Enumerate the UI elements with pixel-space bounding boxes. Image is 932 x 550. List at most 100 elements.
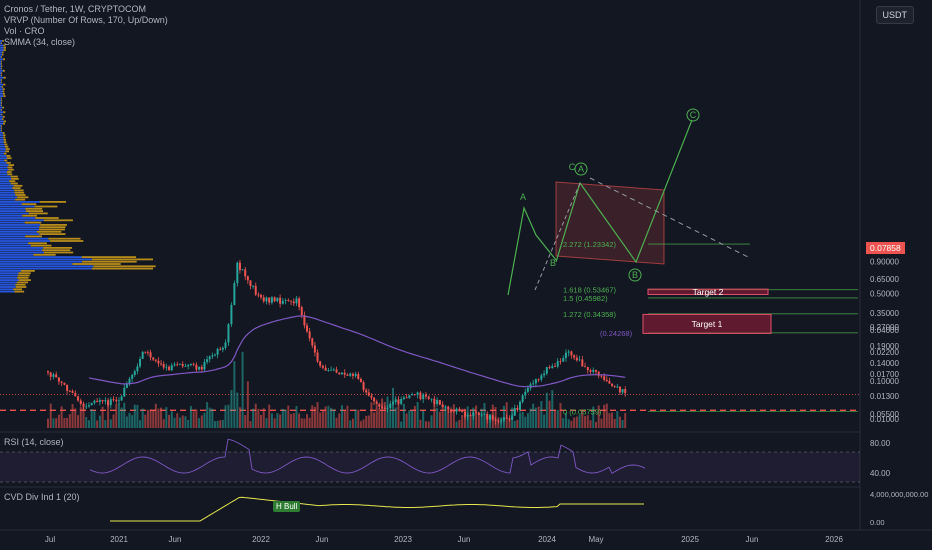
volume-bar	[206, 402, 208, 428]
vp-bar-up	[0, 291, 14, 293]
candle-body	[69, 391, 71, 392]
candle-body	[58, 377, 60, 381]
candle-body	[568, 351, 570, 352]
volume-bar	[549, 401, 551, 428]
vp-bar-down	[3, 134, 5, 136]
vp-bar-down	[1, 63, 2, 65]
vp-bar-up	[0, 270, 21, 272]
vp-bar-down	[82, 256, 136, 258]
volume-bar	[303, 419, 305, 428]
vp-bar-down	[28, 242, 47, 244]
candle-body	[298, 298, 300, 307]
candle-body	[428, 396, 430, 398]
volume-bar	[263, 408, 265, 428]
pattern-channel	[556, 182, 664, 264]
vp-bar-up	[0, 164, 8, 166]
x-tick-label: 2024	[538, 535, 556, 544]
candle-body	[91, 403, 93, 405]
volume-bar	[363, 419, 365, 428]
candle-body	[287, 300, 289, 301]
volume-bar	[543, 415, 545, 428]
volume-bar	[503, 406, 505, 428]
candle-body	[400, 399, 402, 404]
currency-button[interactable]: USDT	[876, 6, 915, 24]
vp-bar-up	[0, 114, 1, 116]
candle-body	[422, 395, 424, 399]
volume-bar	[431, 415, 433, 428]
candle-body	[102, 400, 104, 401]
vp-bar-up	[0, 132, 3, 134]
vp-bar-up	[0, 45, 3, 47]
vp-bar-up	[0, 118, 2, 120]
volume-bar	[500, 418, 502, 428]
vp-bar-up	[0, 95, 3, 97]
volume-bar	[535, 408, 537, 428]
x-tick-label: Jun	[458, 535, 471, 544]
vp-bar-up	[0, 231, 37, 233]
vp-bar-down	[4, 141, 7, 143]
vp-bar-down	[1, 68, 2, 70]
x-tick-label: Jun	[316, 535, 329, 544]
vp-bar-down	[22, 215, 37, 217]
volume-bar	[209, 408, 211, 428]
candle-body	[131, 375, 133, 379]
candle-body	[227, 324, 229, 342]
candle-body	[136, 366, 138, 371]
vp-bar-up	[0, 68, 1, 70]
candle-body	[606, 380, 608, 381]
volume-bar	[336, 418, 338, 428]
vp-bar-up	[0, 137, 3, 139]
rsi-title: RSI (14, close)	[4, 437, 64, 447]
vp-bar-down	[92, 268, 153, 270]
volume-bar	[115, 404, 117, 428]
legend-volume[interactable]: Vol · CRO	[4, 26, 168, 37]
vp-bar-up	[0, 203, 22, 205]
vp-bar-up	[0, 245, 31, 247]
vp-bar-down	[31, 245, 52, 247]
legend-symbol[interactable]: Cronos / Tether, 1W, CRYPTOCOM	[4, 4, 168, 15]
volume-bar	[495, 407, 497, 428]
vp-bar-down	[1, 75, 2, 77]
volume-bar	[389, 409, 391, 428]
volume-bar	[562, 418, 564, 428]
fib-label: (0.24268)	[600, 329, 633, 338]
legend-smma[interactable]: SMMA (34, close)	[4, 37, 168, 48]
volume-bar	[63, 418, 65, 428]
candle-body	[357, 374, 359, 379]
vp-bar-up	[0, 93, 3, 95]
vp-bar-up	[0, 98, 1, 100]
volume-bar	[492, 405, 494, 428]
volume-bar	[298, 413, 300, 428]
legend-vrvp[interactable]: VRVP (Number Of Rows, 170, Up/Down)	[4, 15, 168, 26]
candle-body	[165, 367, 167, 368]
candle-body	[433, 399, 435, 404]
vp-bar-down	[3, 95, 5, 97]
volume-bar	[439, 412, 441, 428]
candle-body	[565, 353, 567, 358]
candle-body	[519, 402, 521, 410]
volume-bar	[144, 415, 146, 428]
vp-bar-down	[15, 284, 25, 286]
volume-bar	[608, 413, 610, 428]
candle-body	[50, 373, 52, 377]
candle-body	[535, 379, 537, 383]
vp-bar-down	[1, 125, 2, 127]
volume-bar	[174, 418, 176, 428]
vp-bar-up	[0, 242, 28, 244]
volume-bar	[603, 405, 605, 428]
candle-body	[330, 370, 332, 371]
volume-bar	[290, 414, 292, 428]
volume-bar	[333, 409, 335, 428]
volume-bar	[176, 413, 178, 428]
vp-bar-up	[0, 185, 13, 187]
vp-bar-down	[1, 56, 2, 58]
candle-body	[174, 364, 176, 365]
vp-bar-up	[0, 178, 11, 180]
vp-bar-down	[5, 146, 8, 148]
vp-bar-up	[0, 249, 42, 251]
candle-body	[595, 370, 597, 372]
vp-bar-down	[34, 206, 57, 208]
vp-bar-up	[0, 40, 2, 42]
candle-body	[603, 376, 605, 380]
